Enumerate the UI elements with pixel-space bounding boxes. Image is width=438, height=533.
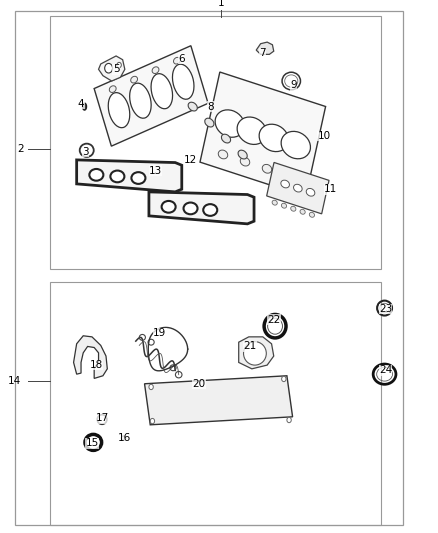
Ellipse shape	[272, 200, 277, 205]
Text: 17: 17	[96, 414, 110, 423]
Text: 3: 3	[82, 147, 89, 157]
Ellipse shape	[151, 74, 173, 109]
Ellipse shape	[287, 417, 291, 423]
Bar	[50, 16, 381, 269]
Ellipse shape	[262, 164, 272, 173]
Text: 12: 12	[184, 155, 197, 165]
Text: 5: 5	[113, 64, 120, 74]
Ellipse shape	[240, 157, 250, 166]
Text: 24: 24	[379, 366, 392, 375]
Bar	[50, 282, 381, 525]
Ellipse shape	[149, 384, 153, 390]
Ellipse shape	[173, 64, 194, 99]
Polygon shape	[200, 72, 325, 197]
Ellipse shape	[222, 134, 230, 143]
Bar	[15, 11, 403, 525]
Text: 21: 21	[243, 342, 256, 351]
Ellipse shape	[162, 201, 176, 213]
Polygon shape	[239, 337, 274, 369]
Ellipse shape	[105, 63, 113, 73]
Polygon shape	[256, 42, 274, 54]
Polygon shape	[74, 336, 107, 378]
Ellipse shape	[300, 209, 305, 214]
Ellipse shape	[281, 180, 290, 188]
Ellipse shape	[237, 117, 266, 144]
Ellipse shape	[282, 376, 286, 382]
Ellipse shape	[306, 189, 315, 196]
Ellipse shape	[108, 93, 130, 128]
Text: 23: 23	[379, 304, 392, 314]
Polygon shape	[94, 46, 208, 146]
Text: 16: 16	[118, 433, 131, 443]
Ellipse shape	[293, 184, 302, 192]
Ellipse shape	[188, 102, 197, 111]
Text: 13: 13	[149, 166, 162, 175]
Ellipse shape	[131, 172, 145, 184]
Ellipse shape	[130, 83, 151, 118]
Text: 8: 8	[207, 102, 214, 111]
Text: 9: 9	[290, 80, 297, 90]
Ellipse shape	[259, 124, 289, 151]
Ellipse shape	[284, 172, 294, 180]
Ellipse shape	[205, 118, 214, 127]
Ellipse shape	[184, 203, 198, 214]
Text: 2: 2	[18, 144, 24, 154]
Text: 22: 22	[267, 315, 280, 325]
Ellipse shape	[281, 131, 311, 159]
Ellipse shape	[309, 212, 314, 217]
Text: 19: 19	[153, 328, 166, 338]
Text: 7: 7	[259, 49, 266, 58]
Ellipse shape	[110, 86, 116, 92]
Ellipse shape	[89, 169, 103, 181]
Text: 14: 14	[8, 376, 21, 386]
Ellipse shape	[218, 150, 228, 159]
Ellipse shape	[173, 58, 180, 64]
Text: 10: 10	[318, 131, 331, 141]
Text: 15: 15	[85, 439, 99, 448]
Polygon shape	[267, 163, 329, 214]
Ellipse shape	[215, 110, 244, 138]
Ellipse shape	[244, 342, 266, 365]
Ellipse shape	[82, 103, 87, 110]
Ellipse shape	[131, 76, 138, 83]
Polygon shape	[145, 376, 293, 425]
Polygon shape	[99, 56, 125, 81]
Ellipse shape	[291, 206, 296, 211]
Ellipse shape	[203, 204, 217, 216]
Text: 18: 18	[90, 360, 103, 370]
Text: 4: 4	[78, 99, 85, 109]
Text: 20: 20	[193, 379, 206, 389]
Text: 11: 11	[324, 184, 337, 194]
Ellipse shape	[238, 150, 247, 159]
Ellipse shape	[121, 436, 126, 440]
Ellipse shape	[117, 62, 121, 68]
Polygon shape	[77, 160, 182, 192]
Text: 1: 1	[218, 0, 225, 8]
Ellipse shape	[110, 171, 124, 182]
Ellipse shape	[152, 67, 159, 74]
Ellipse shape	[150, 418, 155, 424]
Text: 6: 6	[178, 54, 185, 63]
Polygon shape	[149, 192, 254, 224]
Ellipse shape	[281, 203, 286, 208]
